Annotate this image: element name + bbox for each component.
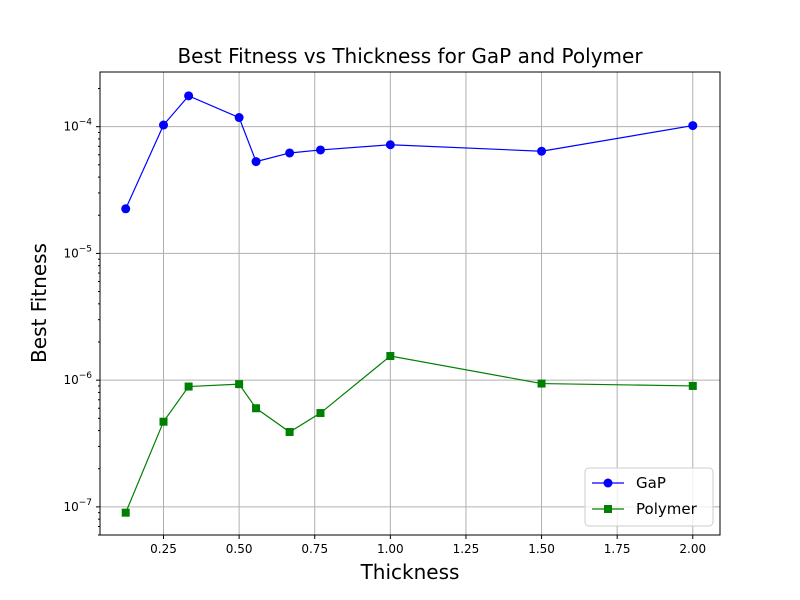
polymer-data-point [688,381,697,390]
gap-data-point [121,204,131,214]
gap-series-line [125,95,693,210]
gap-data-point [159,120,169,130]
gap-data-point [537,146,547,156]
x-tick-label: 0.75 [301,542,328,556]
y-tick-exponent: −5 [79,244,92,254]
series-polymer [121,352,697,517]
y-tick-base: 10 [63,373,78,387]
polymer-data-point [537,379,546,388]
y-tick-label: 10−6 [63,371,92,387]
polymer-data-point [121,508,130,517]
y-tick-exponent: −7 [79,498,92,508]
gap-data-point [688,121,698,131]
x-axis-label: Thickness [360,560,460,584]
x-tick-label: 0.25 [150,542,177,556]
polymer-data-point [316,409,325,418]
polymer-data-point [159,417,168,426]
gap-data-point [184,91,194,101]
legend-label-gap: GaP [636,474,666,492]
polymer-data-point [285,427,294,436]
x-tick-label: 2.00 [679,542,706,556]
plot-series [121,91,698,517]
x-tick-label: 1.00 [377,542,404,556]
polymer-data-point [252,404,261,413]
y-tick-label: 10−4 [63,118,92,134]
legend-label-polymer: Polymer [636,500,698,518]
polymer-data-point [386,352,395,361]
y-tick-exponent: −4 [79,118,93,128]
y-tick-base: 10 [63,246,78,260]
series-gap [121,91,698,214]
chart-title: Best Fitness vs Thickness for GaP and Po… [177,44,643,68]
grid [100,72,720,535]
gap-data-point [315,145,325,155]
polymer-data-point [235,380,244,389]
x-tick-label: 1.25 [453,542,480,556]
gap-data-point [251,157,261,167]
x-tick-label: 1.50 [528,542,555,556]
y-tick-base: 10 [63,120,78,134]
y-tick-label: 10−5 [63,244,92,260]
y-tick-exponent: −6 [79,371,93,381]
x-tick-label: 1.75 [604,542,631,556]
gap-data-point [385,140,395,150]
plot-frame [99,71,721,536]
y-axis-label: Best Fitness [27,243,51,363]
gap-data-point [285,148,295,158]
polymer-series-line [125,355,693,513]
x-tick-label: 0.50 [226,542,253,556]
legend-marker [603,478,613,488]
y-tick-base: 10 [63,500,78,514]
y-tick-label: 10−7 [63,498,92,514]
legend-marker [604,505,612,513]
legend: GaP Polymer [584,467,714,527]
gap-data-point [234,113,244,123]
polymer-data-point [184,382,193,391]
axis-ticks: 0.25 0.50 0.75 1.00 1.25 1.50 1.75 2.0010−710−6… [63,88,706,556]
